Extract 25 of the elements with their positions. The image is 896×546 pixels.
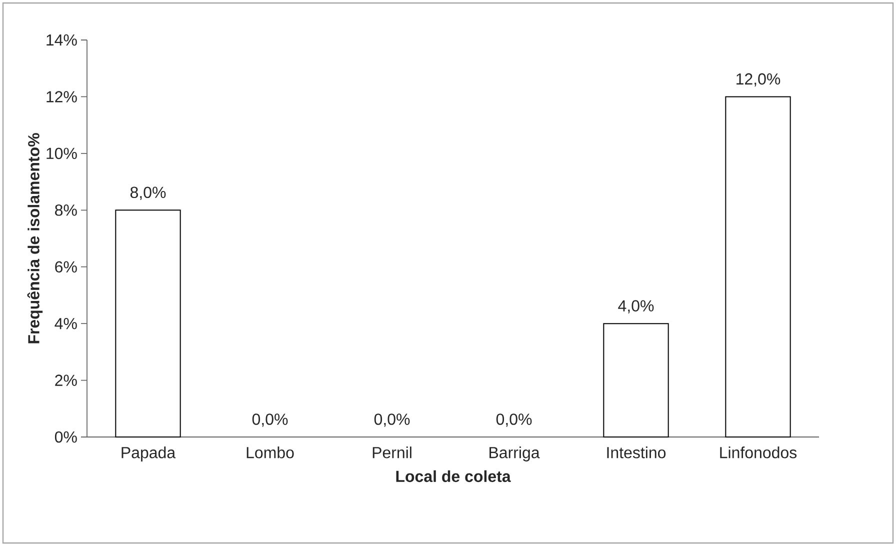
x-tick-label: Papada bbox=[122, 446, 176, 462]
data-label: 0,0% bbox=[374, 414, 410, 427]
bar bbox=[115, 210, 181, 438]
y-tick-label: 14% bbox=[46, 34, 77, 46]
y-tick-label: 2% bbox=[55, 374, 77, 386]
x-tick-label: Intestino bbox=[607, 446, 666, 458]
y-tick-label: 4% bbox=[54, 318, 77, 330]
bar bbox=[725, 96, 791, 438]
y-tick-label: 0% bbox=[54, 431, 77, 443]
y-tick-label: 12% bbox=[46, 91, 77, 102]
data-label: 0,0% bbox=[252, 414, 288, 427]
data-label: 4,0% bbox=[618, 300, 654, 314]
x-tick-label: Pernil bbox=[372, 446, 412, 458]
data-label: 12,0% bbox=[736, 73, 780, 86]
y-tick-label: 6% bbox=[55, 261, 77, 273]
x-tick-label: Lombo bbox=[246, 446, 294, 458]
data-label: 8,0% bbox=[130, 186, 166, 200]
data-label: 0,0% bbox=[496, 414, 532, 427]
x-tick-label: Linfonodos bbox=[720, 446, 797, 458]
bar bbox=[603, 323, 669, 438]
y-axis-title: Frequência de isolamento% bbox=[27, 133, 43, 344]
y-tick-label: 8% bbox=[55, 204, 77, 216]
x-tick-label: Barriga bbox=[490, 446, 540, 462]
y-tick-label: 10% bbox=[46, 148, 77, 160]
x-axis-title: Local de coleta bbox=[396, 470, 511, 482]
